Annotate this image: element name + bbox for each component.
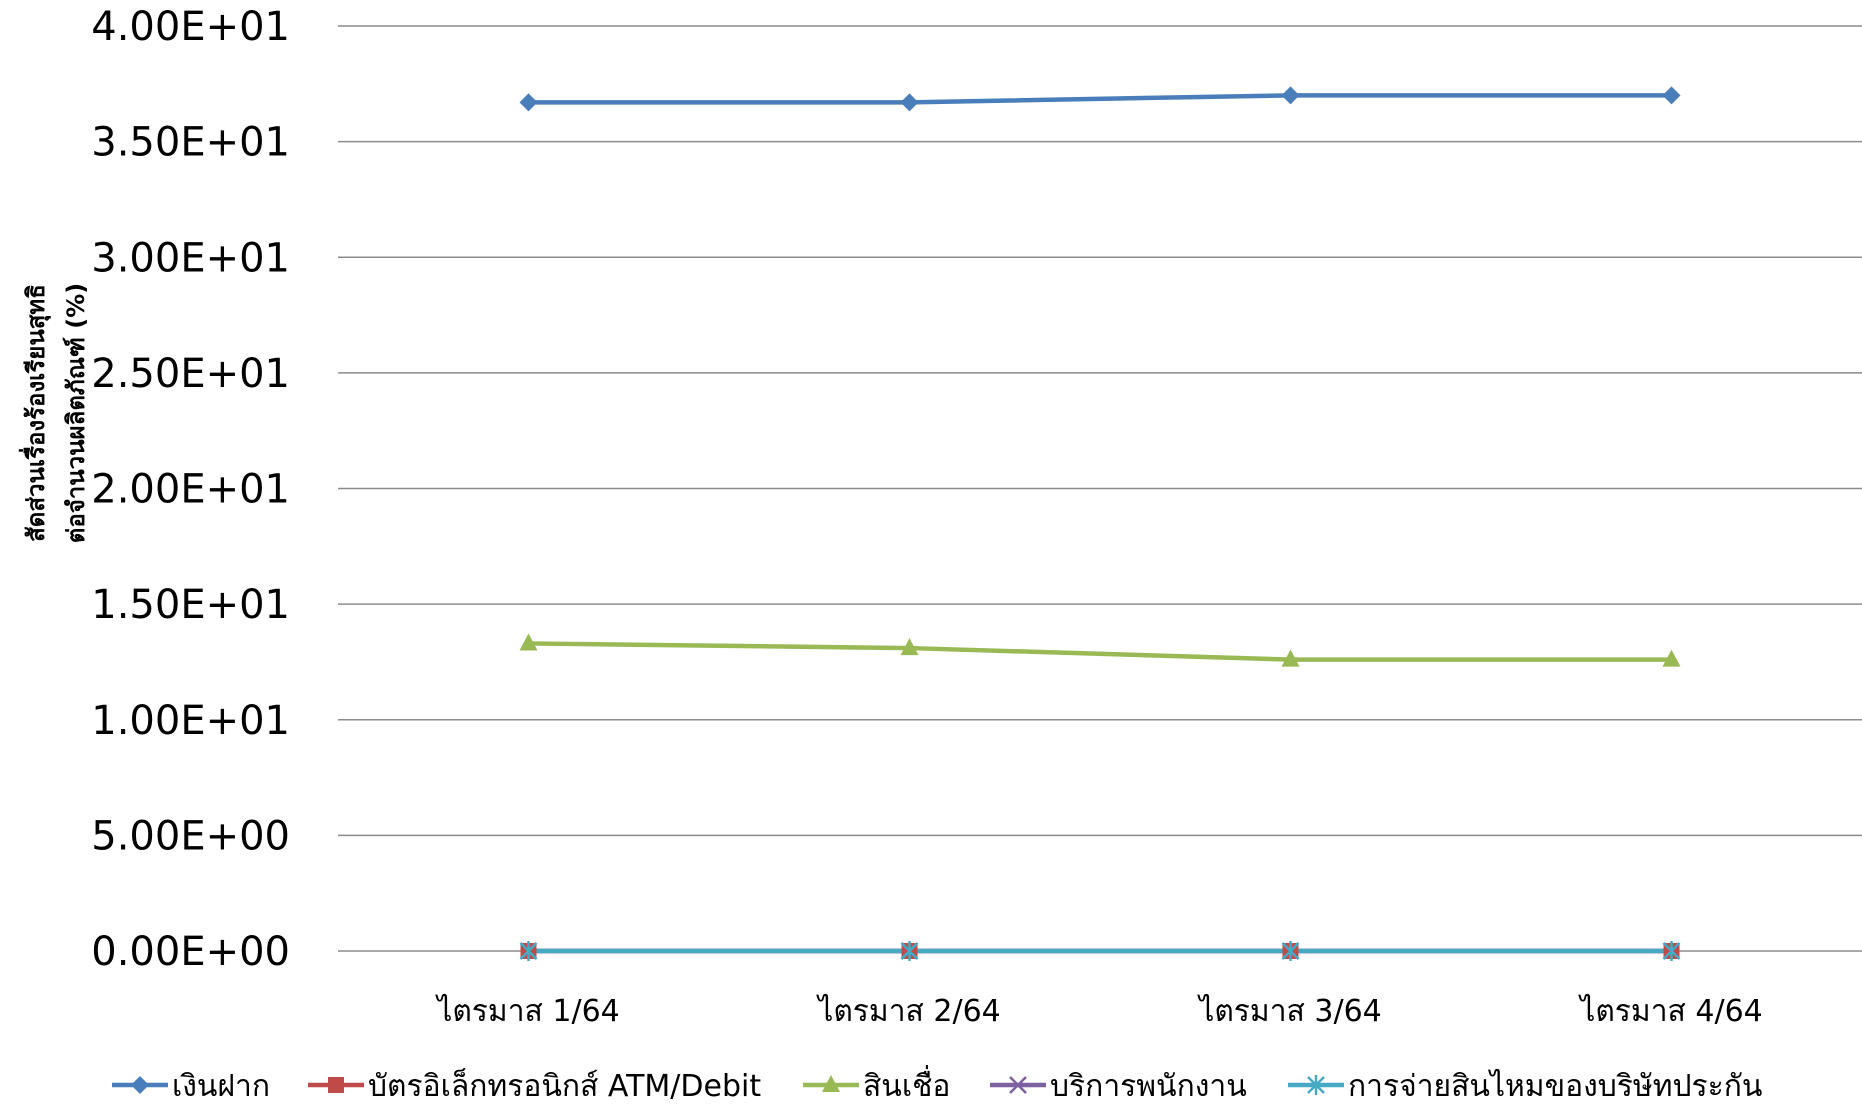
y-axis-ticks: 0.00E+00 5.00E+00 1.00E+01 1.50E+01 2.00E+01… [91,4,290,975]
data-point-4 [1281,941,1300,961]
y-tick-label: 1.00E+01 [91,698,290,744]
legend-label: บัตรอิเล็กทรอนิกส์ ATM/Debit [368,1067,761,1104]
data-point-4 [1662,941,1681,961]
series-line-2 [528,641,1672,662]
data-point-2 [519,633,538,651]
x-tick-label: ไตรมาส 2/64 [816,993,1001,1029]
legend-marker [131,1076,149,1094]
x-tick-label: ไตรมาส 3/64 [1197,993,1382,1029]
y-tick-label: 3.50E+01 [91,120,290,166]
x-axis-ticks: ไตรมาส 1/64 ไตรมาส 2/64 ไตรมาส 3/64 ไตรมาส … [435,993,1763,1029]
legend-label: บริการพนักงาน [1050,1069,1247,1104]
legend: เงินฝาก บัตรอิเล็กทรอนิกส์ ATM/Debit สินเช… [112,1065,1762,1104]
y-tick-label: 4.00E+01 [91,4,290,50]
legend-label: การจ่ายสินไหมของบริษัทประกัน [1348,1068,1762,1104]
y-tick-label: 2.00E+01 [91,467,290,513]
y-tick-label: 5.00E+00 [91,813,290,859]
data-point-2 [1281,649,1300,667]
data-point-0 [519,93,538,112]
legend-marker [328,1077,344,1093]
y-tick-label: 3.00E+01 [91,235,290,281]
y-tick-label: 2.50E+01 [91,351,290,397]
series-lines [519,86,1681,961]
legend-label: สินเชื่อ [863,1065,950,1104]
data-point-2 [1662,649,1681,667]
data-point-0 [1662,86,1681,105]
y-tick-label: 1.50E+01 [91,582,290,628]
y-tick-label: 0.00E+00 [91,929,290,975]
legend-marker [1307,1075,1325,1095]
gridlines [338,25,1862,952]
data-point-0 [900,93,919,112]
series-line-0 [528,93,1672,105]
y-axis-title-line1: สัดส่วนเรื่องร้องเรียนสุทธิ [18,284,52,542]
data-point-0 [1281,86,1300,105]
legend-marker [1009,1076,1027,1094]
y-axis-title-line2: ต่อจำนวนผลิตภัณฑ์ (%) [62,283,90,544]
x-tick-label: ไตรมาส 1/64 [435,993,620,1029]
data-point-2 [900,638,919,656]
legend-label: เงินฝาก [172,1069,270,1104]
data-point-4 [519,941,538,961]
x-tick-label: ไตรมาส 4/64 [1578,993,1763,1029]
data-point-4 [900,941,919,961]
legend-marker [822,1075,840,1092]
